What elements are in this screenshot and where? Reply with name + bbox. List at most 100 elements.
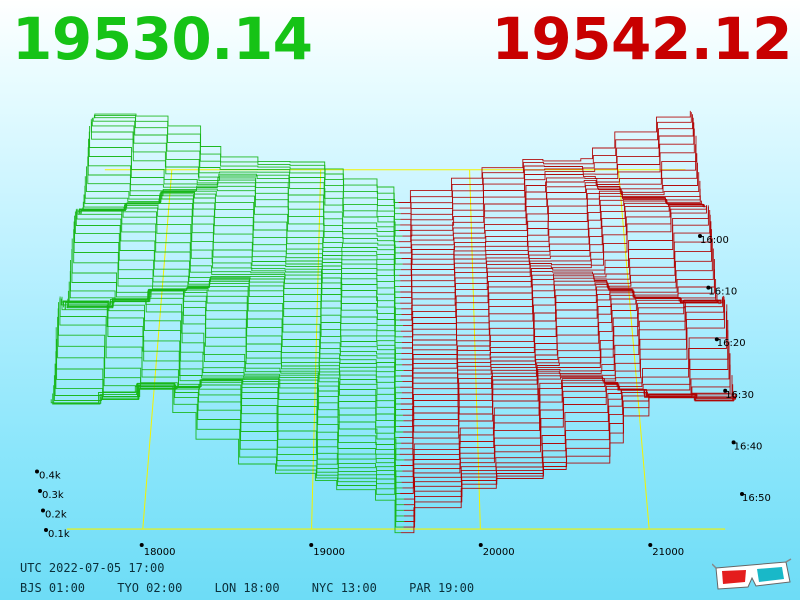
x-axis-ticks: 18000 19000 20000 21000 — [139, 543, 684, 558]
bid-depth-curve — [94, 113, 399, 203]
bid-depth-curve — [74, 211, 402, 355]
bid-depth-curve — [75, 209, 402, 349]
bid-depth-curve — [59, 298, 403, 472]
ask-depth-curve — [402, 320, 729, 472]
ask-depth-curve — [402, 279, 717, 383]
time-tick-mark — [706, 285, 711, 290]
time-tick-label: 16:10 — [708, 287, 737, 298]
ask-depth-curve — [401, 172, 700, 259]
ask-depth-curve — [404, 304, 728, 461]
depth-tick-mark — [35, 469, 39, 474]
depth-tick-label: 0.1k — [48, 529, 70, 540]
axis-labels: 18000 19000 20000 21000 0.1k 0.2k 0.3k 0.4k 16… — [35, 234, 771, 558]
ask-depth-curve — [399, 112, 692, 209]
bid-depth-curve — [92, 117, 401, 220]
bid-depth-curve — [91, 117, 401, 226]
bid-depth-curve — [53, 382, 405, 522]
bid-depth-curve — [50, 386, 401, 534]
zone-par: PAR 19:00 — [409, 581, 475, 595]
bid-depth-curve — [61, 301, 400, 450]
floor-grid — [66, 169, 726, 530]
x-tick-label: 18000 — [144, 547, 176, 558]
bid-depth-curve — [64, 300, 404, 433]
ask-depth-curve — [402, 205, 709, 327]
zone-tyo: TYO 02:00 — [117, 581, 183, 595]
bid-depth-curve — [93, 114, 400, 209]
ask-depth-curve — [398, 144, 697, 243]
x-tick-mark — [309, 543, 314, 547]
ask-depth-curve — [399, 162, 698, 254]
bid-depth-curve — [60, 298, 400, 455]
ask-depth-curve — [399, 205, 707, 321]
time-tick-mark — [731, 440, 736, 445]
ask-depth-curve — [403, 259, 715, 371]
bid-depth-curve — [84, 185, 401, 282]
bid-depth-curve — [81, 202, 401, 304]
bid-depth-curve — [66, 297, 404, 422]
bid-depth-curve — [69, 271, 402, 394]
x-tick-label: 19000 — [313, 547, 345, 558]
x-tick-mark — [139, 543, 144, 547]
time-tick-mark — [698, 234, 702, 238]
depth-tick-mark — [44, 528, 48, 532]
ask-depth-curve — [400, 206, 709, 332]
time-tick-mark — [723, 388, 728, 393]
bid-depth-curve — [77, 209, 403, 338]
depth-tick-mark — [41, 508, 45, 513]
ask-depth-curve — [403, 394, 737, 528]
bid-price: 19530.14 — [12, 5, 313, 73]
bid-depth-curve — [52, 383, 404, 528]
x-tick-label: 20000 — [483, 547, 515, 558]
ask-depth-curve — [400, 269, 715, 377]
depth-tick-label: 0.3k — [42, 490, 64, 501]
utc-time: UTC 2022-07-05 17:00 — [20, 561, 165, 575]
ask-depth-curve — [400, 299, 720, 411]
ask-depth-curve — [402, 180, 701, 265]
bid-depth-curve — [63, 300, 400, 439]
bid-depth-curve — [64, 298, 400, 427]
ask-depth-curve — [400, 122, 695, 226]
timezone-row: BJS 01:00 TYO 02:00 LON 18:00 NYC 13:00 … — [20, 581, 499, 595]
time-tick-label: 16:30 — [725, 390, 754, 401]
zone-bjs: BJS 01:00 — [20, 581, 86, 595]
bid-depth-curve — [80, 207, 402, 315]
bid-depth-curve — [76, 208, 402, 343]
x-tick-label: 21000 — [652, 547, 684, 558]
ask-depth-curve — [400, 204, 705, 299]
x-tick-mark — [648, 543, 653, 547]
bid-depth-curve — [86, 166, 401, 271]
bid-depth-curve — [88, 131, 400, 248]
ask-depth-curve — [400, 330, 729, 478]
time-tick-mark — [714, 337, 719, 342]
zone-lon: LON 18:00 — [214, 581, 280, 595]
time-axis-ticks: 16:00 16:10 16:20 16:30 16:40 16:50 — [698, 234, 771, 504]
time-tick-label: 16:00 — [700, 235, 729, 246]
bid-depth-curve — [79, 209, 403, 327]
ask-depth-curve — [399, 299, 726, 455]
bid-depth-curve — [78, 208, 400, 321]
bid-depth-curve — [77, 210, 401, 332]
time-tick-label: 16:20 — [717, 338, 746, 349]
bid-depth-curve — [94, 117, 401, 215]
zone-nyc: NYC 13:00 — [311, 581, 377, 595]
3d-glasses-icon[interactable] — [712, 558, 792, 592]
bid-depth-curve — [82, 198, 401, 299]
depth-axis-ticks: 0.1k 0.2k 0.3k 0.4k — [35, 469, 70, 540]
bid-depth-curve — [62, 300, 402, 444]
depth-tick-label: 0.4k — [39, 471, 61, 482]
depth-tick-label: 0.2k — [45, 510, 67, 521]
bid-depth-curve — [61, 296, 405, 461]
bid-depth-curve — [87, 156, 403, 265]
x-tick-mark — [478, 543, 483, 547]
ask-depth-curve — [400, 311, 727, 466]
ask-depth-curve — [403, 391, 734, 511]
bid-depth-curve — [91, 121, 403, 237]
ask-depth-curve — [402, 248, 714, 366]
bid-depth-curve — [90, 119, 400, 231]
bid-depth-curve — [71, 249, 403, 383]
depth-curves — [50, 110, 737, 534]
time-tick-mark — [740, 492, 744, 496]
ask-depth-curve — [400, 393, 737, 534]
ask-depth-curve — [398, 110, 691, 203]
